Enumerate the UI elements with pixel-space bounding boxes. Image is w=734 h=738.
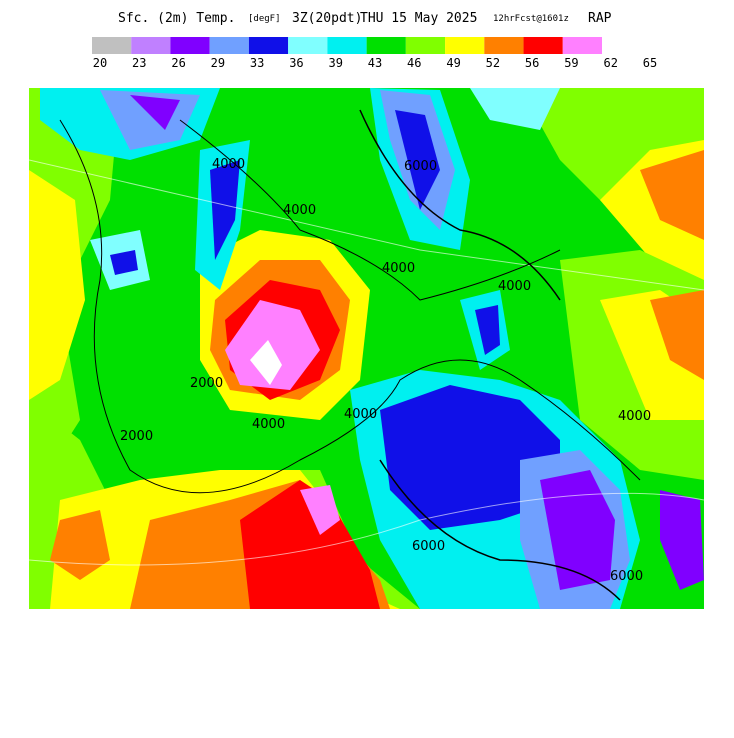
- legend-swatch: [131, 37, 171, 54]
- legend-swatch: [209, 37, 249, 54]
- header: Sfc. (2m) Temp. [degF] 3Z(20pdt) THU 15 …: [118, 11, 612, 26]
- legend-swatch: [92, 37, 132, 54]
- legend-label: 33: [250, 56, 264, 70]
- valid-time: 3Z(20pdt): [292, 11, 362, 26]
- temperature-map: [29, 88, 704, 609]
- legend-swatch: [170, 37, 210, 54]
- units: [degF]: [248, 14, 281, 24]
- legend-label: 59: [564, 56, 578, 70]
- legend-swatch: [288, 37, 328, 54]
- legend-label: 29: [211, 56, 225, 70]
- legend-swatch: [445, 37, 485, 54]
- contour-label: 4000: [252, 417, 285, 432]
- legend-label: 23: [132, 56, 146, 70]
- legend-label: 49: [446, 56, 460, 70]
- legend-label: 43: [368, 56, 382, 70]
- contour-label: 4000: [498, 279, 531, 294]
- contour-labels: 4000 4000 2000 2000 4000 4000 6000 4000 …: [120, 157, 651, 584]
- legend-swatch: [405, 37, 446, 54]
- legend-label: 20: [93, 56, 107, 70]
- forecast: 12hrFcst@1601z: [493, 14, 569, 24]
- contour-label: 2000: [190, 376, 223, 391]
- title: Sfc. (2m) Temp.: [118, 11, 235, 26]
- legend-label: 26: [171, 56, 185, 70]
- legend-swatch: [366, 37, 406, 54]
- legend-swatch: [562, 37, 602, 54]
- legend-label: 62: [603, 56, 617, 70]
- date: THU 15 May 2025: [360, 11, 477, 26]
- legend-label: 52: [486, 56, 500, 70]
- contour-label: 4000: [618, 409, 651, 424]
- legend-label: 39: [328, 56, 342, 70]
- model: RAP: [588, 11, 612, 26]
- legend-swatch: [523, 37, 563, 54]
- contour-label: 6000: [610, 569, 643, 584]
- contour-label: 2000: [120, 429, 153, 444]
- contour-label: 6000: [412, 539, 445, 554]
- legend-swatch: [327, 37, 367, 54]
- contour-label: 4000: [382, 261, 415, 276]
- legend-label: 56: [525, 56, 539, 70]
- legend: 20 23 26 29 33 36 39 43 46 49 52 56 59 62 65: [92, 37, 657, 70]
- legend-swatch: [248, 37, 289, 54]
- legend-label: 46: [407, 56, 421, 70]
- legend-swatch: [484, 37, 524, 54]
- contour-label: 6000: [404, 159, 437, 174]
- contour-label: 4000: [283, 203, 316, 218]
- contour-label: 4000: [344, 407, 377, 422]
- legend-label: 65: [643, 56, 657, 70]
- contour-label: 4000: [212, 157, 245, 172]
- legend-label: 36: [289, 56, 303, 70]
